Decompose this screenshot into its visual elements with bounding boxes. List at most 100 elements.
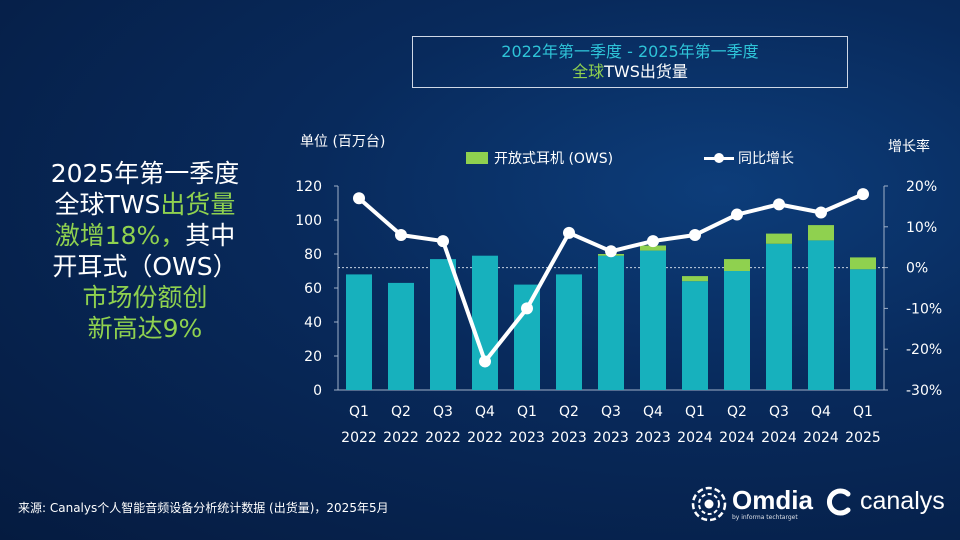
headline-callout: 2025年第一季度 全球TWS出货量 激增18%，其中 开耳式（OWS） 市场份… [40,158,250,344]
yoy-growth-point [815,206,827,219]
bar-tws-other [346,274,372,390]
omdia-logo-icon [691,486,727,522]
headline-line-1: 2025年第一季度 [50,159,240,188]
yoy-growth-point [689,228,701,241]
yoy-growth-point [437,235,449,248]
x-tick-year: 2025 [845,430,881,446]
headline-line-3: 激增18%，其中 [40,220,250,251]
headline-line-3-white: 其中 [185,221,236,250]
x-tick-quarter: Q3 [601,404,621,420]
y-left-tick-label: 80 [304,247,322,263]
headline-line-5: 市场份额创 [82,283,208,312]
bar-ows [766,233,792,244]
bar-tws-other [850,269,876,390]
yoy-growth-point [395,228,407,241]
chart-subtitle: 全球TWS出货量 [413,62,847,82]
yoy-growth-point [479,355,491,368]
yoy-growth-point [773,198,785,211]
bar-ows [682,276,708,282]
x-tick-quarter: Q2 [391,404,411,420]
x-tick-year: 2024 [719,430,755,446]
canalys-logo-word: canalys [860,487,945,515]
x-tick-year: 2024 [761,430,797,446]
y-left-tick-label: 0 [313,383,322,399]
x-tick-year: 2023 [551,430,587,446]
yoy-growth-point [647,235,659,248]
x-tick-year: 2022 [341,430,377,446]
legend-yoy: 同比增长 [704,148,794,168]
x-tick-quarter: Q1 [685,404,705,420]
x-tick-quarter: Q3 [769,404,789,420]
bar-ows [850,257,876,270]
bar-tws-other [598,255,624,390]
bar-tws-other [430,259,456,390]
yoy-growth-point [731,208,743,221]
x-tick-year: 2022 [383,430,419,446]
x-tick-quarter: Q3 [433,404,453,420]
x-tick-quarter: Q4 [811,404,831,420]
y-right-tick-label: 0% [906,261,928,277]
y-right-tick-label: -10% [906,301,942,317]
bar-tws-other [724,271,750,390]
omdia-logo-word: Omdia [732,485,813,515]
legend-yoy-line-icon [704,152,734,164]
legend-ows-swatch [466,152,488,164]
bar-tws-other [514,284,540,390]
chart-title: 2022年第一季度 - 2025年第一季度 [501,42,759,61]
bar-tws-other [556,274,582,390]
legend-ows: 开放式耳机 (OWS) [466,148,613,168]
bar-tws-other [472,255,498,390]
canalys-logo-icon [827,488,851,515]
y-left-tick-label: 20 [304,349,322,365]
omdia-logo-sub: by informa techtarget [732,514,798,521]
chart-subtitle-rest: TWS出货量 [604,62,688,81]
chart-subtitle-highlight: 全球 [572,62,605,81]
yoy-growth-point [605,245,617,258]
source-note: 来源: Canalys个人智能音频设备分析统计数据 (出货量)，2025年5月 [18,501,389,515]
canalys-logo: canalys [826,487,945,516]
chart-title-box: 2022年第一季度 - 2025年第一季度 全球TWS出货量 [412,36,848,88]
headline-line-4: 开耳式（OWS） [52,252,238,281]
bar-tws-other [388,282,414,390]
yoy-growth-point [857,188,869,201]
bar-ows [640,245,666,251]
bar-tws-other [808,240,834,390]
headline-line-3-green: 激增18%， [54,221,186,250]
x-tick-year: 2024 [803,430,839,446]
x-tick-year: 2023 [593,430,629,446]
headline-line-6: 新高达9% [87,314,203,343]
y-left-tick-label: 120 [295,179,322,195]
x-tick-quarter: Q2 [727,404,747,420]
y-left-tick-label: 40 [304,315,322,331]
x-tick-quarter: Q1 [349,404,369,420]
legend-ows-label: 开放式耳机 (OWS) [494,151,614,167]
x-tick-quarter: Q1 [517,404,537,420]
bar-ows [808,225,834,241]
headline-line-2-white: 全球TWS [54,190,161,219]
y-axis-right-unit: 增长率 [888,139,930,155]
headline-line-2: 全球TWS出货量 [40,189,250,220]
bar-tws-other [682,281,708,390]
y-right-tick-label: 10% [906,220,937,236]
y-right-tick-label: -30% [906,383,942,399]
omdia-logo: Omdia by informa techtarget [690,485,813,523]
x-tick-quarter: Q4 [475,404,495,420]
y-left-tick-label: 100 [295,213,322,229]
x-tick-quarter: Q4 [643,404,663,420]
bar-tws-other [640,250,666,390]
legend-yoy-label: 同比增长 [738,151,794,167]
y-left-tick-label: 60 [304,281,322,297]
yoy-growth-point [563,226,575,239]
yoy-growth-point [521,302,533,315]
bar-tws-other [766,243,792,390]
y-right-tick-label: -20% [906,342,942,358]
x-tick-quarter: Q2 [559,404,579,420]
x-tick-year: 2022 [467,430,503,446]
headline-line-2-green: 出货量 [160,190,236,219]
x-tick-year: 2024 [677,430,713,446]
yoy-growth-point [353,192,365,205]
y-axis-left-unit: 单位 (百万台) [300,134,386,150]
bar-ows [724,259,750,271]
x-tick-year: 2023 [635,430,671,446]
